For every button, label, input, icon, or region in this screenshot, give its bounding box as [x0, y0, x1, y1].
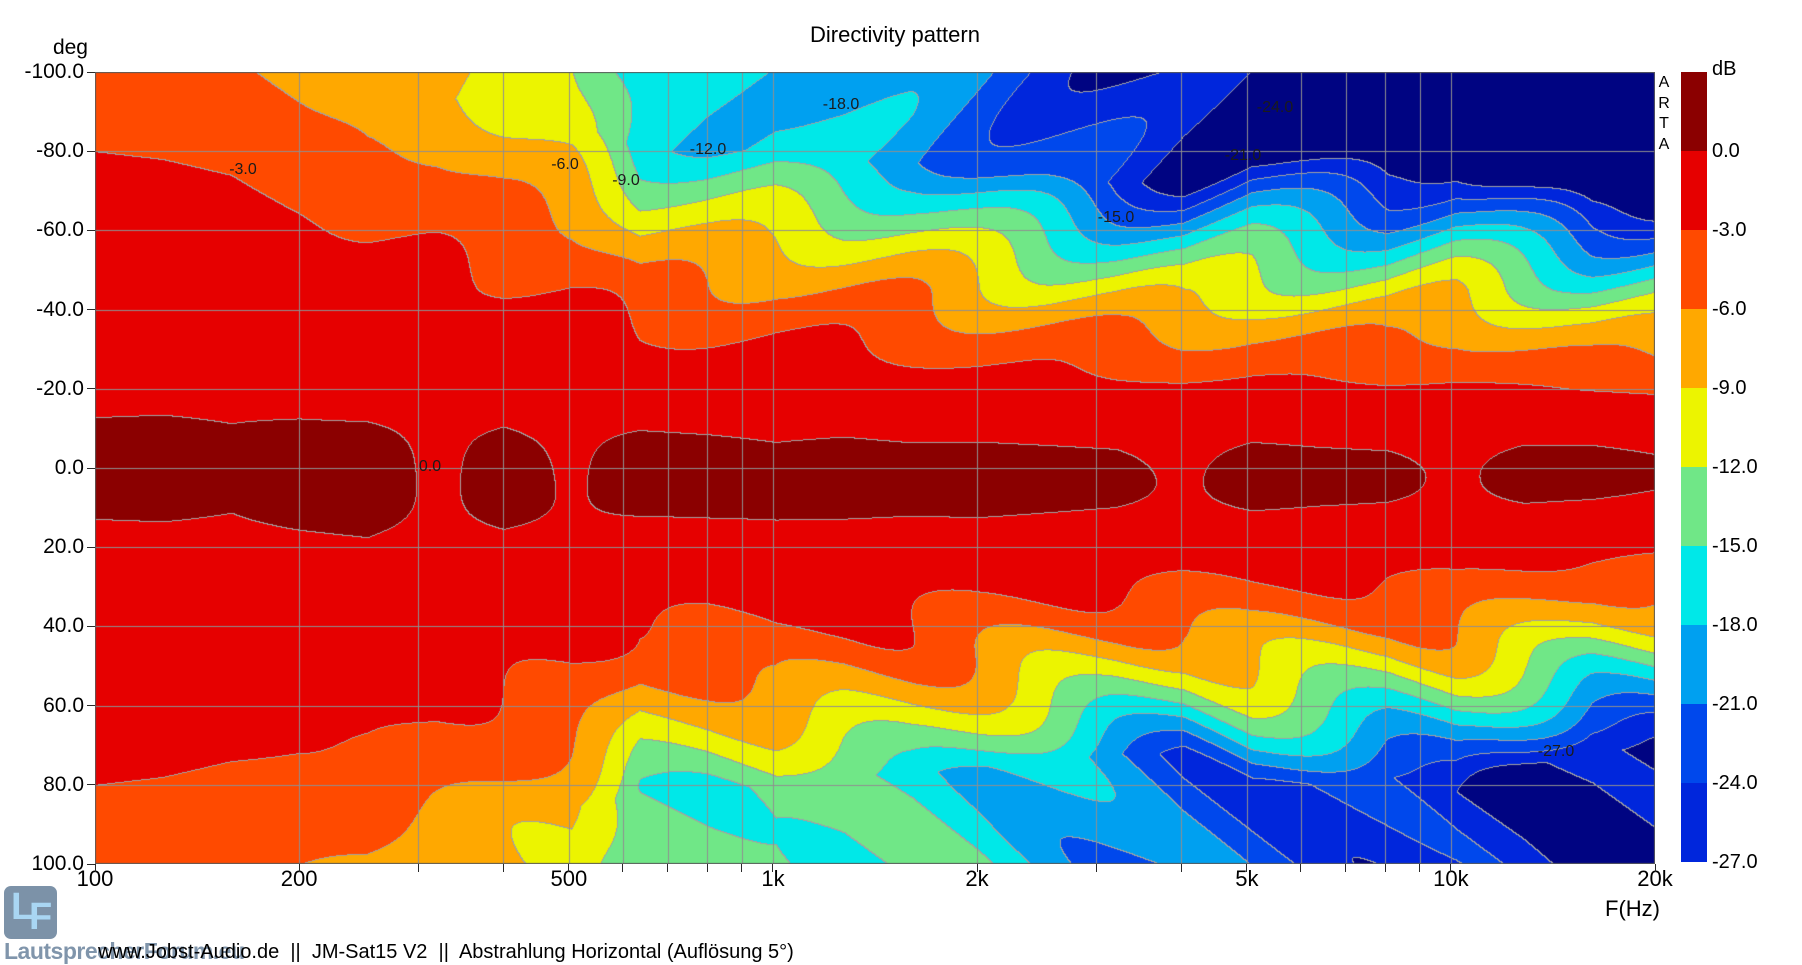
colorbar-segment — [1681, 625, 1707, 704]
x-axis-tick — [1180, 864, 1182, 872]
directivity-contour-canvas — [95, 72, 1655, 864]
colorbar-tick-label: -21.0 — [1712, 693, 1758, 715]
x-axis-tick — [1095, 864, 1097, 872]
x-axis-tick — [1300, 864, 1301, 872]
y-axis-tick — [87, 625, 95, 627]
y-tick-label: 40.0 — [43, 614, 84, 638]
y-axis-tick — [87, 546, 95, 548]
colorbar-tick-label: -15.0 — [1712, 535, 1758, 557]
x-axis-tick — [667, 864, 669, 872]
x-tick-label: 1k — [761, 866, 785, 891]
arta-watermark-letter: T — [1659, 115, 1669, 132]
logo-letter-l: L — [11, 886, 35, 928]
colorbar-tick-label: -24.0 — [1712, 772, 1758, 794]
y-axis-unit-label: deg — [52, 36, 88, 59]
colorbar-segment — [1681, 72, 1707, 151]
logo-letter-f: F — [29, 896, 53, 938]
contour-level-label: -18.0 — [822, 96, 860, 113]
arta-watermark-letter: A — [1658, 74, 1670, 91]
y-tick-label: -60.0 — [36, 218, 84, 242]
y-axis-tick — [87, 388, 95, 390]
arta-watermark-letter: A — [1658, 135, 1670, 153]
y-tick-label: 0.0 — [54, 456, 84, 479]
colorbar-tick-label: -9.0 — [1712, 377, 1747, 399]
x-axis-tick — [1450, 864, 1452, 872]
x-axis-tick — [706, 864, 708, 872]
y-axis-tick — [87, 150, 95, 152]
y-axis-tick — [87, 467, 95, 469]
y-axis-tick — [87, 784, 95, 786]
colorbar-tick-label: -18.0 — [1712, 614, 1758, 636]
colorbar-segment — [1681, 230, 1707, 309]
colorbar-segment — [1681, 783, 1707, 862]
contour-level-label: -15.0 — [1097, 209, 1135, 226]
colorbar-tick-label: 0.0 — [1712, 140, 1740, 162]
x-axis-tick — [298, 864, 300, 872]
x-axis-unit-label: F(Hz) — [1605, 896, 1660, 921]
colorbar-segment — [1681, 467, 1707, 546]
y-tick-label: 100.0 — [31, 852, 84, 875]
colorbar-tick-label: -12.0 — [1712, 456, 1758, 478]
y-tick-label: -100.0 — [24, 60, 84, 83]
contour-level-label: -21.0 — [1224, 147, 1262, 164]
y-tick-label: 20.0 — [43, 535, 84, 559]
contour-level-label: -27.0 — [1537, 743, 1575, 760]
x-axis-tick — [94, 864, 96, 872]
x-axis-tick — [976, 864, 978, 872]
x-axis-tick — [502, 864, 504, 872]
y-axis-tick — [87, 71, 95, 73]
x-axis-tick — [741, 864, 743, 872]
colorbar-tick-label: -27.0 — [1712, 851, 1758, 873]
colorbar-tick-label: -6.0 — [1712, 298, 1747, 320]
x-axis-tick — [1654, 864, 1656, 872]
y-axis-tick — [87, 229, 95, 231]
contour-level-label: -6.0 — [551, 156, 579, 173]
y-axis-tick — [87, 309, 95, 311]
y-axis-tick — [87, 705, 95, 707]
arta-watermark-letter: R — [1658, 94, 1670, 112]
contour-level-label: -9.0 — [612, 172, 640, 189]
x-axis-tick — [622, 864, 624, 872]
chart-title: Directivity pattern — [810, 22, 980, 47]
x-tick-label: 5k — [1235, 866, 1259, 891]
x-axis-tick — [772, 864, 774, 872]
colorbar-tick-label: -3.0 — [1712, 219, 1747, 241]
y-tick-label: -20.0 — [36, 376, 84, 400]
x-axis-tick — [1384, 864, 1386, 872]
colorbar-segment — [1681, 309, 1707, 388]
y-tick-label: 60.0 — [43, 693, 84, 717]
contour-level-label: 0.0 — [418, 458, 442, 475]
y-tick-label: -80.0 — [36, 139, 84, 163]
colorbar-segment — [1681, 546, 1707, 625]
contour-level-label: -24.0 — [1256, 99, 1294, 116]
x-axis-tick — [1419, 864, 1421, 872]
x-axis-tick — [417, 864, 419, 872]
x-axis-tick — [1345, 864, 1347, 872]
x-tick-label: 2k — [965, 866, 989, 891]
y-axis-tick — [87, 863, 95, 865]
x-axis-tick — [1246, 864, 1248, 872]
colorbar-segment — [1681, 388, 1707, 467]
forum-logo: L F — [4, 886, 57, 939]
contour-level-label: -3.0 — [229, 161, 257, 178]
x-axis-tick — [568, 864, 570, 872]
y-tick-label: -40.0 — [36, 297, 84, 321]
y-tick-label: 80.0 — [43, 772, 84, 796]
colorbar-segment — [1681, 704, 1707, 783]
footer-caption: www.Jobst-Audio.de || JM-Sat15 V2 || Abs… — [98, 941, 794, 963]
contour-level-label: -12.0 — [689, 141, 727, 158]
colorbar-unit-label: dB — [1712, 58, 1737, 80]
colorbar-segment — [1681, 151, 1707, 230]
